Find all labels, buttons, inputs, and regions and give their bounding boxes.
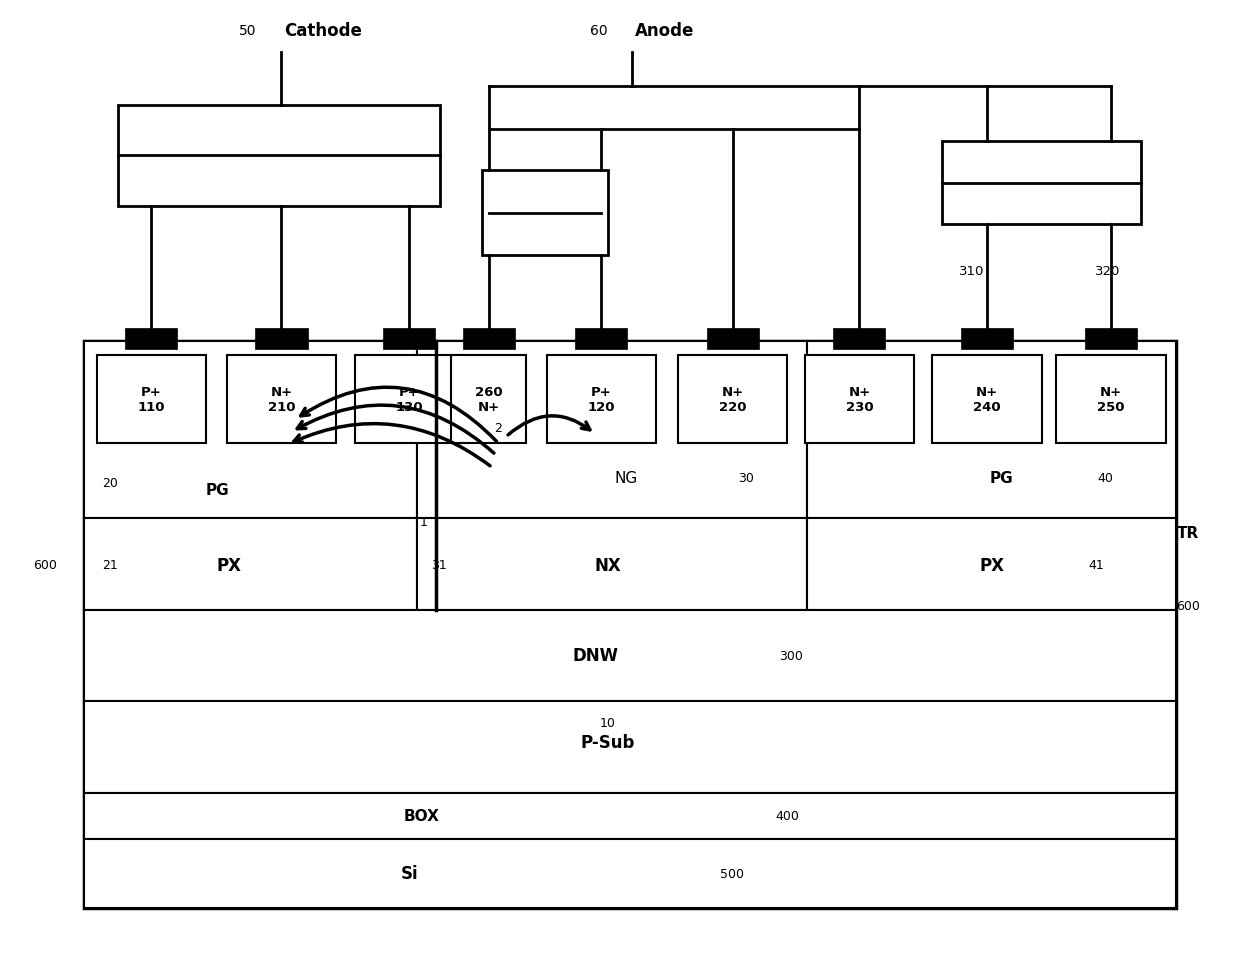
Text: 40: 40 — [1097, 471, 1114, 484]
Bar — [707, 329, 759, 350]
Bar — [1056, 356, 1166, 444]
Text: 10: 10 — [600, 716, 615, 729]
Bar — [383, 329, 435, 350]
Bar — [227, 356, 336, 444]
Bar — [942, 142, 1141, 225]
Bar — [84, 702, 1176, 793]
Text: 310: 310 — [960, 264, 985, 278]
Bar — [678, 356, 787, 444]
Bar — [547, 356, 656, 444]
Bar — [482, 171, 608, 256]
Text: 300: 300 — [779, 649, 804, 662]
Text: 600: 600 — [1176, 599, 1200, 612]
Text: N+
250: N+ 250 — [1097, 385, 1125, 414]
Text: 50: 50 — [239, 24, 257, 37]
Text: BOX: BOX — [404, 808, 439, 824]
Text: 320: 320 — [1095, 264, 1120, 278]
Text: 31: 31 — [432, 558, 448, 572]
Text: 21: 21 — [102, 558, 118, 572]
Text: P+
110: P+ 110 — [138, 385, 165, 414]
Text: 400: 400 — [775, 809, 800, 823]
Text: 30: 30 — [738, 471, 754, 484]
Bar — [84, 341, 417, 519]
Bar — [463, 329, 515, 350]
Text: PX: PX — [217, 556, 242, 574]
Bar — [84, 519, 417, 610]
Text: 600: 600 — [32, 558, 57, 572]
Bar — [417, 341, 807, 519]
Text: Cathode: Cathode — [284, 22, 362, 39]
Text: Anode: Anode — [635, 22, 694, 39]
Text: TR: TR — [1177, 526, 1199, 541]
Bar — [125, 329, 177, 350]
Bar — [84, 341, 1176, 908]
Bar — [1085, 329, 1137, 350]
Bar — [807, 341, 1176, 519]
Bar — [451, 356, 526, 444]
Text: 260
N+: 260 N+ — [475, 385, 502, 414]
Text: P+
130: P+ 130 — [396, 385, 423, 414]
Text: N+
230: N+ 230 — [846, 385, 873, 414]
Bar — [118, 106, 440, 207]
Text: N+
210: N+ 210 — [268, 385, 295, 414]
Text: DNW: DNW — [572, 647, 619, 664]
Bar — [932, 356, 1042, 444]
Text: N+
220: N+ 220 — [719, 385, 746, 414]
Text: PG: PG — [990, 470, 1014, 485]
Text: N+
240: N+ 240 — [973, 385, 1001, 414]
Bar — [833, 329, 885, 350]
Bar — [97, 356, 206, 444]
Bar — [84, 610, 1176, 702]
Text: 41: 41 — [1089, 558, 1105, 572]
Text: P+
120: P+ 120 — [588, 385, 615, 414]
Text: 2: 2 — [495, 421, 502, 434]
Text: 60: 60 — [590, 24, 608, 37]
Bar — [355, 356, 464, 444]
Text: PG: PG — [205, 482, 229, 498]
Text: P-Sub: P-Sub — [580, 733, 635, 751]
Text: 1: 1 — [420, 515, 428, 529]
Bar — [961, 329, 1013, 350]
Text: Si: Si — [401, 865, 418, 882]
Bar — [575, 329, 627, 350]
Bar — [84, 839, 1176, 908]
Text: PX: PX — [980, 556, 1004, 574]
Text: 500: 500 — [719, 867, 744, 880]
Bar — [255, 329, 308, 350]
Text: NX: NX — [594, 556, 621, 574]
Text: 20: 20 — [102, 477, 118, 490]
Text: NG: NG — [615, 470, 637, 485]
Bar — [807, 519, 1176, 610]
Bar — [84, 793, 1176, 839]
Bar — [805, 356, 914, 444]
Bar — [417, 519, 807, 610]
